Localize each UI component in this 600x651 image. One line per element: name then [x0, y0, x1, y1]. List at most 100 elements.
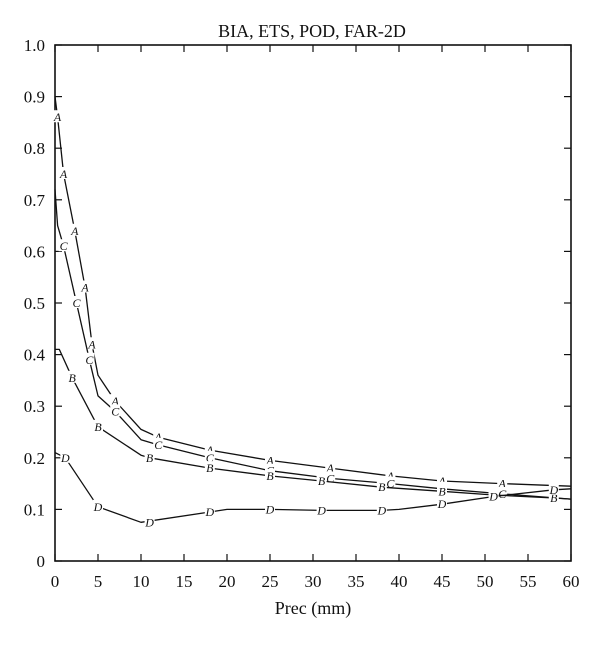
data-marker: A [326, 461, 335, 475]
marker-bg [80, 280, 91, 293]
data-marker: C [326, 471, 335, 485]
marker-bg [316, 503, 327, 516]
marker-bg [488, 489, 499, 502]
data-marker: B [318, 474, 326, 488]
marker-bg [437, 474, 447, 487]
series-d: D D D D D D D D D D [54, 450, 572, 529]
data-marker: C [498, 487, 507, 501]
data-marker: D [93, 500, 103, 514]
marker-bg [325, 461, 336, 474]
marker-bg [204, 443, 215, 456]
y-tick-label: 0.4 [24, 346, 46, 365]
data-marker: A [87, 337, 96, 351]
marker-bg [325, 471, 336, 484]
series-layer: AAAAAAAAAAAAACCCCCCCCCCCBBBBBBBBBBDDDDDD… [52, 96, 572, 529]
x-tick-label: 35 [348, 572, 365, 591]
data-marker: D [144, 515, 154, 529]
data-marker: A [70, 224, 79, 238]
marker-bg [71, 296, 82, 308]
data-marker: C [154, 438, 163, 452]
x-tick-label: 20 [219, 572, 236, 591]
series-line [54, 189, 572, 500]
series-line [54, 452, 572, 523]
data-marker: D [376, 503, 386, 517]
x-tick-label: 30 [305, 572, 322, 591]
x-tick-label: 60 [563, 572, 580, 591]
marker-bg [93, 499, 103, 512]
data-marker: D [265, 502, 275, 516]
y-tick-label: 0.3 [24, 397, 45, 416]
y-tick-label: 0.1 [24, 500, 45, 519]
data-marker: A [205, 443, 214, 457]
marker-bg [93, 419, 103, 432]
marker-bg [437, 497, 447, 510]
axis-ticks: 0 5 10 15 20 25 30 35 40 45 50 55 60 0 0.1 0.2 0.3 0.4 0.5… [24, 36, 580, 591]
marker-bg [265, 468, 275, 481]
series-line [54, 96, 572, 487]
marker-bg [497, 476, 508, 489]
data-marker: D [488, 490, 498, 504]
x-tick-label: 50 [477, 572, 494, 591]
data-marker: A [437, 474, 446, 488]
marker-bg [153, 430, 164, 443]
marker-bg [497, 486, 508, 499]
y-tick-label: 0.9 [24, 88, 45, 107]
data-marker: B [69, 371, 77, 385]
data-marker: A [59, 167, 68, 181]
marker-bg [437, 484, 447, 497]
marker-bg [144, 515, 155, 528]
x-tick-label: 15 [176, 572, 193, 591]
x-tick-label: 55 [520, 572, 537, 591]
data-marker: C [60, 239, 69, 253]
data-marker: D [548, 483, 558, 497]
y-tick-label: 0.7 [24, 191, 46, 210]
data-marker: B [146, 451, 154, 465]
marker-bg [110, 404, 121, 417]
y-tick-label: 0.5 [24, 294, 45, 313]
marker-bg [60, 450, 71, 463]
data-marker: C [85, 353, 94, 367]
data-marker: D [316, 503, 326, 517]
data-marker: A [498, 477, 507, 491]
y-tick-label: 0 [37, 552, 46, 571]
series-c: CCCCCCCCCCC [54, 189, 572, 501]
data-marker: A [53, 110, 62, 124]
x-tick-label: 10 [133, 572, 150, 591]
marker-bg [58, 167, 69, 179]
y-tick-label: 1.0 [24, 36, 45, 55]
x-tick-label: 0 [51, 572, 60, 591]
marker-bg [548, 482, 559, 495]
marker-bg [385, 468, 396, 481]
data-marker: B [550, 491, 558, 505]
data-marker: C [206, 451, 215, 465]
marker-bg [69, 223, 80, 236]
data-marker: A [111, 394, 120, 408]
marker-bg [385, 476, 396, 489]
x-tick-label: 25 [262, 572, 279, 591]
marker-bg [86, 337, 97, 350]
marker-bg [58, 239, 69, 252]
x-axis-title: Prec (mm) [275, 598, 351, 619]
marker-bg [52, 110, 63, 123]
marker-bg [376, 480, 387, 493]
data-marker: B [266, 469, 274, 483]
x-tick-label: 5 [94, 572, 103, 591]
series-b: BBBBBBBBBB [55, 348, 572, 505]
data-marker: D [60, 451, 70, 465]
marker-bg [265, 502, 275, 515]
y-tick-label: 0.8 [24, 139, 45, 158]
marker-bg [144, 450, 155, 463]
data-marker: C [111, 404, 120, 418]
marker-bg [265, 453, 275, 466]
data-marker: D [437, 497, 447, 511]
data-marker: A [386, 469, 395, 483]
marker-bg [110, 394, 121, 407]
marker-bg [204, 450, 215, 463]
y-tick-label: 0.2 [24, 449, 45, 468]
y-tick-label: 0.6 [24, 242, 45, 261]
data-marker: C [386, 477, 395, 491]
data-marker: A [80, 281, 89, 295]
marker-bg [316, 474, 327, 487]
